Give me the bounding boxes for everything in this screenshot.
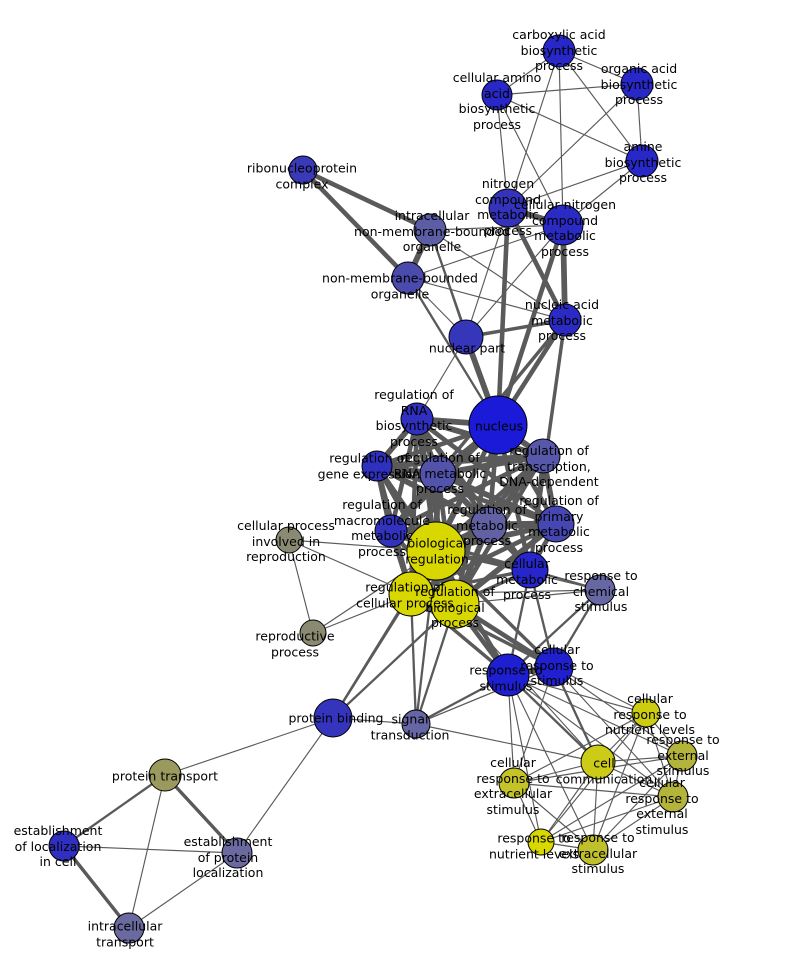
graph-node[interactable] xyxy=(148,758,182,792)
graph-edge[interactable] xyxy=(63,845,238,854)
graph-node[interactable] xyxy=(313,698,353,738)
graph-node[interactable] xyxy=(584,574,616,606)
graph-node[interactable] xyxy=(481,79,513,111)
graph-node[interactable] xyxy=(470,506,508,544)
graph-edge[interactable] xyxy=(540,755,683,843)
graph-edge[interactable] xyxy=(331,592,413,720)
graph-node[interactable] xyxy=(406,521,466,581)
graph-edge[interactable] xyxy=(528,454,545,572)
graph-edge[interactable] xyxy=(507,50,560,209)
graph-edge[interactable] xyxy=(513,782,674,798)
graph-edge[interactable] xyxy=(513,712,647,784)
graph-edge[interactable] xyxy=(429,229,566,321)
graph-node[interactable] xyxy=(448,319,484,355)
graph-edge[interactable] xyxy=(465,207,509,338)
graph-node[interactable] xyxy=(525,438,561,474)
graph-node[interactable] xyxy=(488,188,528,228)
graph-node[interactable] xyxy=(401,709,431,739)
graph-edge[interactable] xyxy=(496,83,638,96)
graph-edge[interactable] xyxy=(374,453,546,469)
graph-node[interactable] xyxy=(486,653,530,697)
graph-edge[interactable] xyxy=(507,160,643,209)
graph-edge[interactable] xyxy=(164,717,334,776)
graph-edge[interactable] xyxy=(374,463,559,527)
graph-node[interactable] xyxy=(577,834,609,866)
graph-node[interactable] xyxy=(527,828,555,856)
graph-node[interactable] xyxy=(580,744,616,780)
graph-node[interactable] xyxy=(419,455,457,493)
graph-edge[interactable] xyxy=(507,674,674,798)
graph-edge[interactable] xyxy=(288,539,314,634)
graph-edge[interactable] xyxy=(495,205,511,428)
graph-node[interactable] xyxy=(537,505,575,543)
graph-edge[interactable] xyxy=(415,723,599,763)
graph-node[interactable] xyxy=(361,450,393,482)
graph-edge[interactable] xyxy=(415,666,555,725)
graph-edge[interactable] xyxy=(513,666,555,784)
graph-node[interactable] xyxy=(113,912,145,944)
graph-edge[interactable] xyxy=(236,717,334,854)
graph-edge[interactable] xyxy=(505,205,568,323)
graph-node[interactable] xyxy=(374,514,408,548)
graph-node[interactable] xyxy=(468,395,528,455)
graph-edge[interactable] xyxy=(331,602,457,720)
graph-edge[interactable] xyxy=(62,844,131,930)
graph-edge[interactable] xyxy=(507,674,542,843)
graph-node[interactable] xyxy=(498,767,530,799)
graph-edge[interactable] xyxy=(496,94,564,226)
graph-node[interactable] xyxy=(620,67,654,101)
graph-edge[interactable] xyxy=(507,674,647,714)
graph-node[interactable] xyxy=(275,526,303,554)
graph-edge[interactable] xyxy=(465,224,564,338)
node-layer xyxy=(48,34,698,944)
graph-node[interactable] xyxy=(221,837,253,869)
graph-node[interactable] xyxy=(666,740,698,772)
graph-node[interactable] xyxy=(391,261,425,295)
graph-edge[interactable] xyxy=(128,774,166,929)
graph-edge[interactable] xyxy=(592,712,647,851)
graph-edge[interactable] xyxy=(592,796,674,851)
graph-node[interactable] xyxy=(625,144,659,178)
graph-node[interactable] xyxy=(542,34,576,68)
graph-edge[interactable] xyxy=(407,277,566,321)
edge-layer xyxy=(62,50,683,930)
graph-edge[interactable] xyxy=(553,666,683,757)
graph-edge[interactable] xyxy=(507,83,638,209)
graph-edge[interactable] xyxy=(507,674,683,757)
graph-edge[interactable] xyxy=(374,463,492,528)
graph-node[interactable] xyxy=(631,698,661,728)
graph-edge[interactable] xyxy=(300,167,433,233)
graph-node[interactable] xyxy=(400,402,434,436)
graph-node[interactable] xyxy=(299,619,327,647)
graph-node[interactable] xyxy=(48,830,80,862)
graph-node[interactable] xyxy=(548,303,582,337)
graph-edge[interactable] xyxy=(429,224,564,231)
graph-node[interactable] xyxy=(511,551,549,589)
graph-edge[interactable] xyxy=(300,167,411,281)
graph-edge[interactable] xyxy=(592,755,683,851)
graph-node[interactable] xyxy=(657,781,689,813)
graph-edge[interactable] xyxy=(507,674,594,851)
graph-edge[interactable] xyxy=(128,852,238,929)
graph-node[interactable] xyxy=(288,155,318,185)
graph-edge[interactable] xyxy=(540,796,674,843)
graph-edge[interactable] xyxy=(558,50,643,162)
graph-edge[interactable] xyxy=(62,773,167,848)
graph-edge[interactable] xyxy=(496,94,643,162)
graph-edge[interactable] xyxy=(414,416,559,527)
graph-edge[interactable] xyxy=(513,782,594,851)
graph-node[interactable] xyxy=(534,647,574,687)
graph-edge[interactable] xyxy=(407,224,564,279)
graph-edge[interactable] xyxy=(558,50,564,226)
graph-edge[interactable] xyxy=(553,666,674,798)
graph-node[interactable] xyxy=(542,204,584,246)
graph-node[interactable] xyxy=(430,579,480,629)
graph-edge[interactable] xyxy=(163,773,239,855)
graph-node[interactable] xyxy=(388,571,434,617)
graph-node[interactable] xyxy=(413,213,447,247)
